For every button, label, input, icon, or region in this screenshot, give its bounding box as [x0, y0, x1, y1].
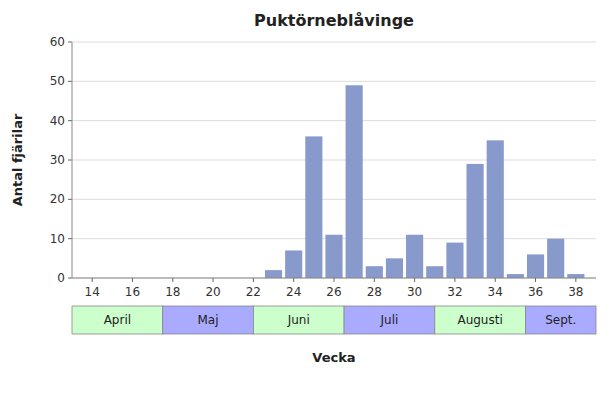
- bar: [406, 235, 423, 278]
- month-band: [344, 306, 435, 334]
- month-band: [435, 306, 526, 334]
- month-label: April: [104, 313, 131, 327]
- x-tick: [293, 278, 294, 282]
- y-tick-label: 40: [50, 114, 65, 128]
- bar: [305, 136, 322, 278]
- x-tick: [92, 278, 93, 282]
- bar: [325, 235, 342, 278]
- y-tick: [68, 42, 72, 43]
- x-tick-label: 22: [246, 285, 261, 299]
- x-tick: [132, 278, 133, 282]
- y-tick-label: 30: [50, 153, 65, 167]
- month-band: [163, 306, 254, 334]
- x-tick-label: 30: [407, 285, 422, 299]
- chart: 0 10 20 30 40 50 60 14 16 18 20 22 24 26 28 30 32 34 36 38 A…: [0, 0, 612, 420]
- x-tick: [575, 278, 576, 282]
- y-tick-label: 50: [50, 74, 65, 88]
- x-tick: [454, 278, 455, 282]
- month-label: Augusti: [457, 313, 502, 327]
- month-label: Sept.: [545, 313, 576, 327]
- y-axis: [72, 42, 73, 278]
- y-tick-label: 0: [57, 271, 65, 285]
- x-tick-label: 14: [85, 285, 100, 299]
- grid-line: [72, 81, 596, 82]
- bar: [507, 274, 524, 278]
- x-tick-label: 16: [125, 285, 140, 299]
- bar: [487, 140, 504, 278]
- grid-line: [72, 120, 596, 121]
- bar: [547, 239, 564, 278]
- x-tick: [374, 278, 375, 282]
- x-tick: [172, 278, 173, 282]
- x-tick-label: 38: [568, 285, 583, 299]
- y-tick-label: 10: [50, 232, 65, 246]
- y-tick: [68, 81, 72, 82]
- y-tick: [68, 120, 72, 121]
- grid-line: [72, 42, 596, 43]
- bar: [567, 274, 584, 278]
- month-label: Maj: [198, 313, 219, 327]
- y-tick: [68, 160, 72, 161]
- month-label: Juni: [287, 313, 310, 327]
- x-tick: [334, 278, 335, 282]
- y-tick: [68, 238, 72, 239]
- x-tick: [213, 278, 214, 282]
- y-tick: [68, 199, 72, 200]
- bar: [426, 266, 443, 278]
- y-axis-label: Antal fjärilar: [10, 113, 25, 206]
- bar: [446, 243, 463, 278]
- bar: [285, 250, 302, 278]
- x-tick-label: 32: [447, 285, 462, 299]
- x-tick: [414, 278, 415, 282]
- chart-container: 0 10 20 30 40 50 60 14 16 18 20 22 24 26 28 30 32 34 36 38 A…: [0, 0, 612, 420]
- x-tick: [253, 278, 254, 282]
- y-tick: [68, 278, 72, 279]
- bars: [265, 85, 584, 278]
- x-tick-label: 18: [165, 285, 180, 299]
- month-band: [525, 306, 596, 334]
- month-label: Juli: [380, 313, 399, 327]
- x-tick-label: 28: [367, 285, 382, 299]
- bar: [467, 164, 484, 278]
- bar: [527, 254, 544, 278]
- grid-line: [72, 199, 596, 200]
- x-axis-label: Vecka: [312, 350, 355, 365]
- month-band: [72, 306, 163, 334]
- bar: [366, 266, 383, 278]
- x-tick-label: 26: [326, 285, 341, 299]
- y-tick-label: 20: [50, 192, 65, 206]
- x-tick-label: 36: [528, 285, 543, 299]
- bar: [386, 258, 403, 278]
- month-band: [253, 306, 344, 334]
- title: Puktörneblåvinge: [254, 11, 414, 30]
- x-tick-label: 24: [286, 285, 301, 299]
- x-tick-label: 34: [488, 285, 503, 299]
- x-tick-label: 20: [205, 285, 220, 299]
- x-tick: [495, 278, 496, 282]
- bar: [346, 85, 363, 278]
- bar: [265, 270, 282, 278]
- y-tick-label: 60: [50, 35, 65, 49]
- x-tick: [535, 278, 536, 282]
- grid-line: [72, 160, 596, 161]
